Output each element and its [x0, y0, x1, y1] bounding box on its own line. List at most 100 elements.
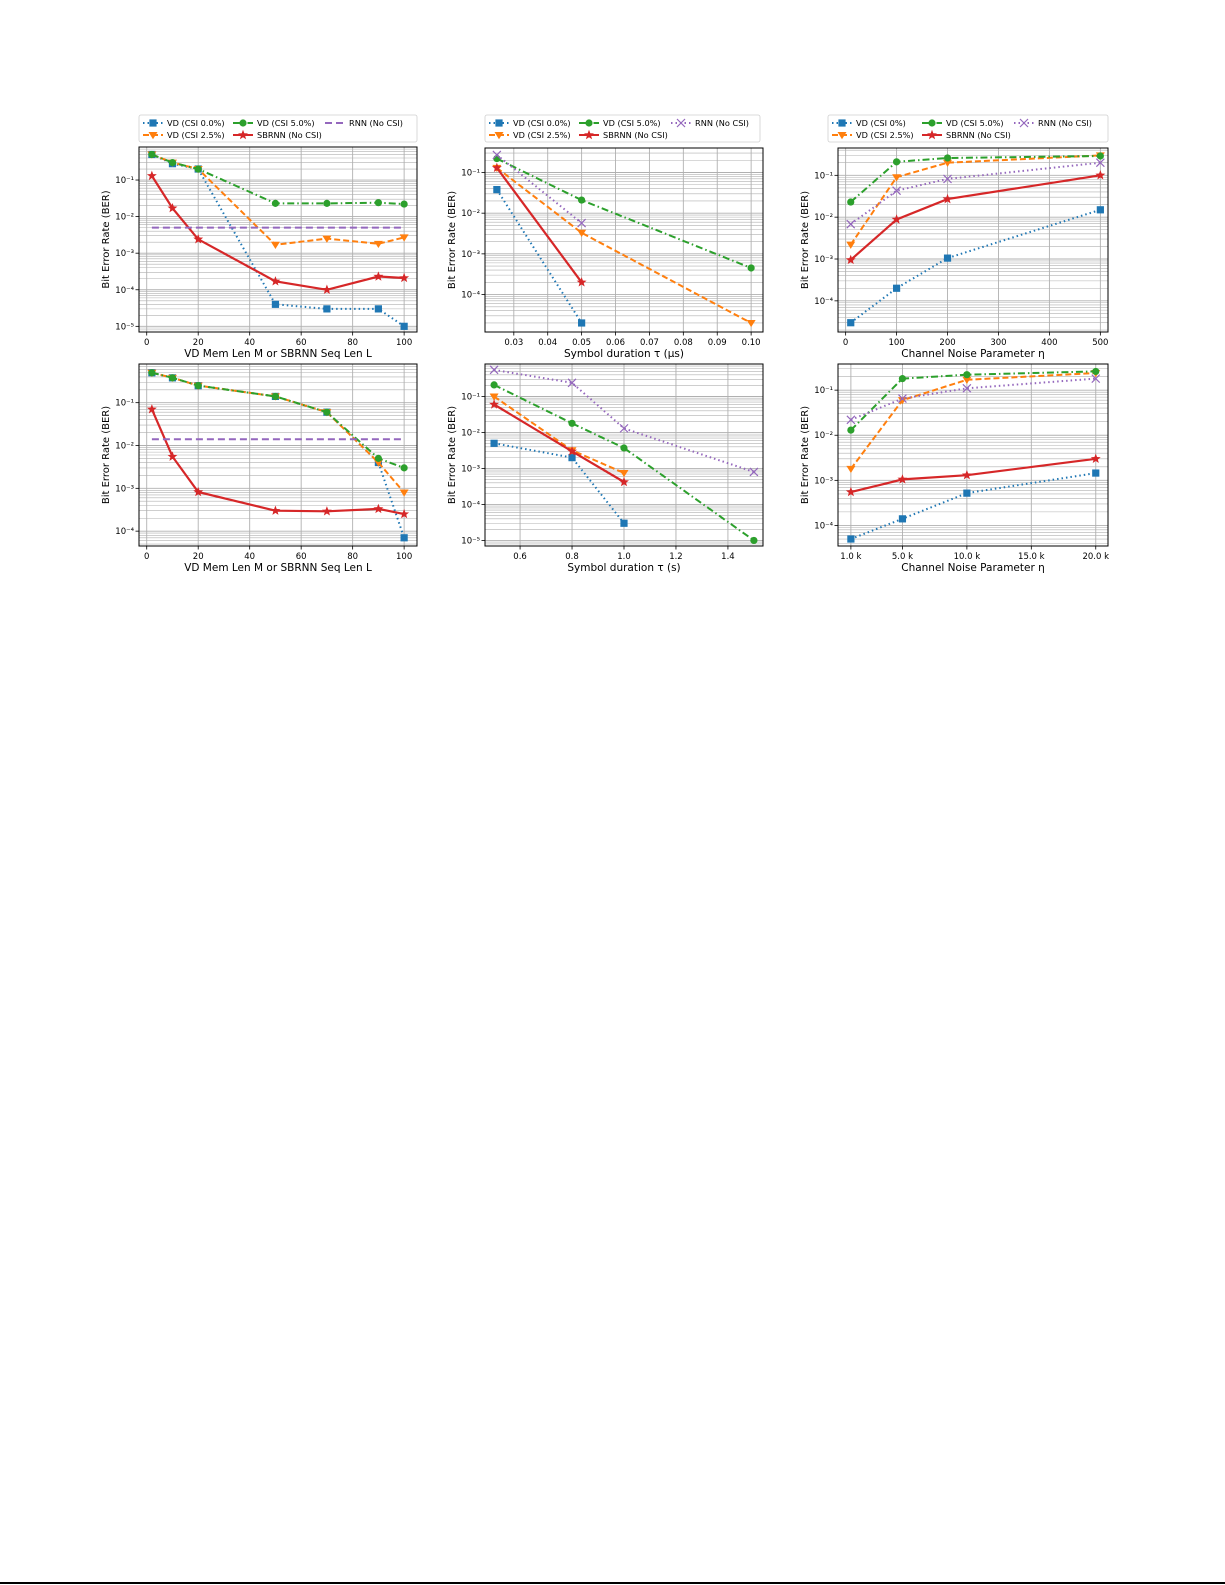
x-tick-label: 100: [396, 338, 412, 348]
star-marker: [927, 129, 937, 140]
chart-bottom-left: 0 20 40 60 80 100 VD Mem Len M or SBRNN Seq Le…: [101, 363, 418, 574]
triangle-down-marker: [837, 132, 847, 140]
chart-top-left: 0 20 40 60 80 100 VD Mem Len M or SBRNN Seq Le…: [101, 114, 418, 360]
x-tick-label: 1.0: [617, 552, 631, 562]
square-marker: [323, 305, 331, 313]
x-tick-label: 1.0 k: [840, 552, 861, 562]
series-line: [496, 167, 752, 324]
series-line: [850, 208, 1101, 324]
circle-marker: [747, 264, 755, 272]
series-vd-csi-5-0-: [148, 150, 408, 208]
star-marker: [399, 272, 410, 283]
star-marker: [845, 254, 856, 265]
legend-label: VD (CSI 0%): [856, 118, 906, 128]
series-sbrnn-no-csi-: [845, 453, 1101, 497]
gridlines: [139, 363, 417, 546]
series-vd-csi-5-0-: [148, 369, 408, 472]
gridlines: [485, 147, 763, 332]
x-tick-label: 40: [244, 552, 255, 562]
series-line: [850, 155, 1101, 203]
series-line: [493, 395, 625, 474]
y-tick-label: 10⁻⁵: [115, 322, 134, 332]
triangle-down-marker: [373, 459, 383, 467]
gridlines: [838, 364, 1108, 546]
star-marker: [167, 202, 178, 213]
y-axis: 10⁻¹ 10⁻² 10⁻³ 10⁻⁴: [115, 399, 139, 537]
x-tick-label: 1.4: [721, 552, 735, 562]
chart-top-right: 0 100 200 300 400 500 Channel Noise Parameter …: [800, 114, 1109, 360]
square-marker: [578, 319, 586, 327]
series-rnn-no-csi-: [846, 374, 1101, 425]
triangle-down-marker: [897, 397, 907, 405]
legend: VD (CSI 0.0%) VD (CSI 5.0%) RNN (No CSI) VD…: [138, 114, 418, 143]
x-axis: 0.6 0.8 1.0 1.2 1.4: [513, 546, 735, 562]
x-axis-label: Symbol duration τ (s): [567, 562, 680, 574]
y-tick-label: 10⁻³: [115, 249, 134, 259]
y-axis-label: Bit Error Rate (BER): [447, 406, 458, 504]
legend-label: RNN (No CSI): [1038, 118, 1092, 128]
y-tick-label: 10⁻²: [115, 441, 134, 451]
circle-marker: [168, 158, 177, 167]
square-marker: [568, 454, 576, 462]
triangle-down-marker: [399, 489, 409, 497]
y-tick-label: 10⁻⁴: [461, 500, 480, 510]
x-tick-label: 0.08: [674, 338, 693, 348]
x-tick-label: 100: [396, 552, 412, 562]
square-marker: [374, 305, 382, 313]
x-axis-label: VD Mem Len M or SBRNN Seq Len L: [184, 348, 372, 360]
square-marker: [892, 284, 901, 292]
series-sbrnn-no-csi-: [491, 162, 587, 287]
x-tick-label: 80: [347, 338, 358, 348]
y-axis: 10⁻¹ 10⁻² 10⁻³ 10⁻⁴ 10⁻⁵: [461, 392, 485, 546]
series-line: [496, 154, 583, 224]
star-marker: [576, 277, 587, 287]
triangle-down-marker: [399, 234, 409, 242]
star-marker: [489, 399, 500, 409]
x-marker: [1019, 118, 1029, 128]
square-marker: [963, 489, 971, 497]
y-tick-label: 10⁻²: [115, 213, 134, 223]
legend-entry: VD (CSI 0.0%): [143, 118, 225, 128]
triangle-down-marker: [322, 235, 332, 243]
series-line: [850, 377, 1096, 421]
x-marker: [892, 186, 902, 196]
circle-marker: [271, 392, 280, 401]
plot-frame: [837, 363, 1109, 547]
star-marker: [942, 193, 953, 204]
circle-marker: [620, 444, 628, 452]
legend-frame: [484, 114, 761, 143]
triangle-down-marker: [270, 241, 280, 249]
x-tick-label: 400: [1041, 338, 1057, 348]
legend-label: RNN (No CSI): [349, 118, 403, 128]
x-axis-label: Channel Noise Parameter η: [901, 562, 1045, 574]
series-vd-csi-5-0-: [847, 152, 1104, 206]
star-marker: [1095, 170, 1106, 180]
x-tick-label: 5.0 k: [892, 552, 913, 562]
y-tick-label: 10⁻⁴: [814, 521, 833, 531]
circle-marker: [400, 464, 408, 472]
circle-marker: [898, 375, 907, 383]
y-tick-label: 10⁻³: [461, 464, 480, 474]
x-tick-label: 0.05: [572, 338, 591, 348]
x-tick-label: 60: [296, 552, 307, 562]
y-tick-label: 10⁻¹: [461, 168, 480, 178]
y-axis-label: Bit Error Rate (BER): [101, 406, 112, 504]
legend-frame: [827, 114, 1109, 143]
circle-marker: [323, 408, 331, 416]
x-tick-label: 500: [1092, 338, 1108, 348]
series-vd-csi-0-0-: [148, 150, 408, 330]
plot-frame: [484, 147, 764, 333]
x-axis-label: Symbol duration τ (μs): [564, 348, 684, 360]
square-marker: [943, 254, 952, 262]
x-axis-label: Channel Noise Parameter η: [901, 348, 1045, 360]
star-marker: [238, 129, 248, 140]
legend-entry: SBRNN (No CSI): [922, 129, 1011, 140]
star-marker: [1090, 453, 1101, 464]
series-line: [496, 167, 583, 283]
series-rnn-no-csi-: [489, 365, 759, 477]
series-sbrnn-no-csi-: [146, 404, 410, 519]
legend-entry: VD (CSI 5.0%): [233, 118, 315, 128]
legend-label: VD (CSI 2.5%): [513, 130, 571, 140]
series-line: [493, 442, 625, 524]
x-axis: 0.03 0.04 0.05 0.06 0.07 0.08 0.09 0.10: [504, 332, 761, 348]
